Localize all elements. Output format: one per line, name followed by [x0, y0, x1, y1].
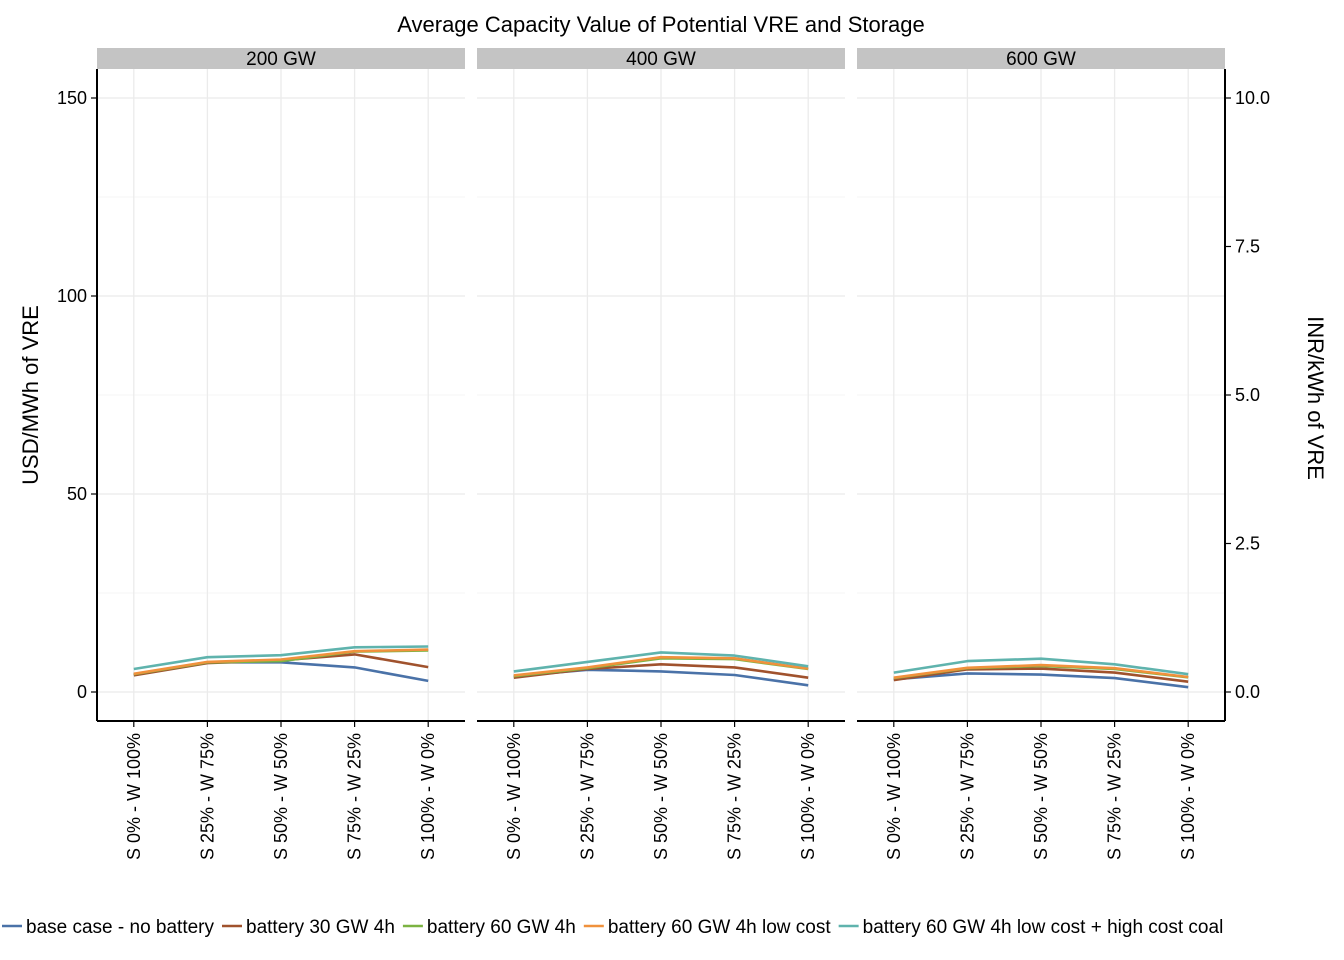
facet-label-600-gw: 600 GW: [1006, 49, 1076, 70]
y-tick-label-left: 0: [77, 682, 87, 702]
x-tick-label: S 25% - W 75%: [957, 733, 977, 860]
x-tick-label: S 25% - W 75%: [577, 733, 597, 860]
x-tick-label: S 0% - W 100%: [884, 733, 904, 860]
legend-label: battery 30 GW 4h: [246, 917, 395, 938]
legend-label: battery 60 GW 4h low cost + high cost co…: [863, 917, 1224, 938]
facet-label-400-gw: 400 GW: [626, 49, 696, 70]
legend-label: base case - no battery: [26, 917, 214, 938]
series-line-600-gw-battery-30-gw-4h: [893, 667, 1189, 683]
facet-label-200-gw: 200 GW: [246, 49, 316, 70]
y-axis-title-left: USD/MWh of VRE: [18, 305, 43, 485]
y-tick-label-left: 150: [57, 88, 87, 108]
facet-strip-400-gw: [477, 48, 845, 69]
y-tick-label-right: 5.0: [1235, 385, 1260, 405]
legend: base case - no battery battery 30 GW 4h ba…: [2, 917, 1223, 938]
legend-label: battery 60 GW 4h low cost: [608, 917, 832, 938]
legend-label: battery 60 GW 4h: [427, 917, 576, 938]
y-tick-label-right: 0.0: [1235, 682, 1260, 702]
x-tick-label: S 25% - W 75%: [197, 733, 217, 860]
y-tick-label-left: 100: [57, 286, 87, 306]
x-tick-label: S 50% - W 50%: [651, 733, 671, 860]
facet-strip-600-gw: [857, 48, 1225, 69]
legend-item-battery-60-gw-4h-low-cost-high-cost-coal: battery 60 GW 4h low cost + high cost co…: [838, 917, 1224, 938]
series-line-400-gw-battery-60-gw-4h-low-cost-high-cost-coal: [513, 651, 809, 673]
y-tick-label-right: 2.5: [1235, 534, 1260, 554]
legend-item-battery-60-gw-4h-low-cost: battery 60 GW 4h low cost: [583, 917, 832, 938]
series-line-200-gw-battery-60-gw-4h-low-cost: [133, 648, 429, 676]
x-tick-label: S 75% - W 25%: [1105, 733, 1125, 860]
series-line-400-gw-battery-60-gw-4h-low-cost: [513, 655, 809, 677]
x-tick-label: S 100% - W 0%: [1178, 733, 1198, 860]
x-tick-label: S 0% - W 100%: [124, 733, 144, 860]
x-tick-label: S 50% - W 50%: [271, 733, 291, 860]
series-line-600-gw-base-case-no-battery: [893, 672, 1189, 689]
y-tick-label-right: 10.0: [1235, 88, 1270, 108]
legend-item-battery-60-gw-4h: battery 60 GW 4h: [402, 917, 576, 938]
y-axis-title-right: INR/kWh of VRE: [1303, 316, 1328, 480]
series-line-200-gw-battery-60-gw-4h-low-cost-high-cost-coal: [133, 645, 429, 671]
x-tick-label: S 75% - W 25%: [345, 733, 365, 860]
plot-layer: 200 GW S 0% - W 100% S 25% - W 75% S 50% - …: [57, 48, 1270, 860]
x-tick-label: S 100% - W 0%: [798, 733, 818, 860]
series-line-600-gw-battery-60-gw-4h-low-cost: [893, 663, 1189, 679]
chart-title: Average Capacity Value of Potential VRE …: [397, 12, 925, 37]
legend-item-base-case-no-battery: base case - no battery: [2, 917, 214, 938]
x-tick-label: S 100% - W 0%: [418, 733, 438, 860]
y-tick-label-left: 50: [67, 484, 87, 504]
y-tick-label-right: 7.5: [1235, 237, 1260, 257]
x-tick-label: S 75% - W 25%: [725, 733, 745, 860]
x-tick-label: S 50% - W 50%: [1031, 733, 1051, 860]
series-line-600-gw-battery-60-gw-4h-low-cost-high-cost-coal: [893, 657, 1189, 676]
facet-strip-200-gw: [97, 48, 465, 69]
legend-item-battery-30-gw-4h: battery 30 GW 4h: [222, 917, 395, 938]
x-tick-label: S 0% - W 100%: [504, 733, 524, 860]
